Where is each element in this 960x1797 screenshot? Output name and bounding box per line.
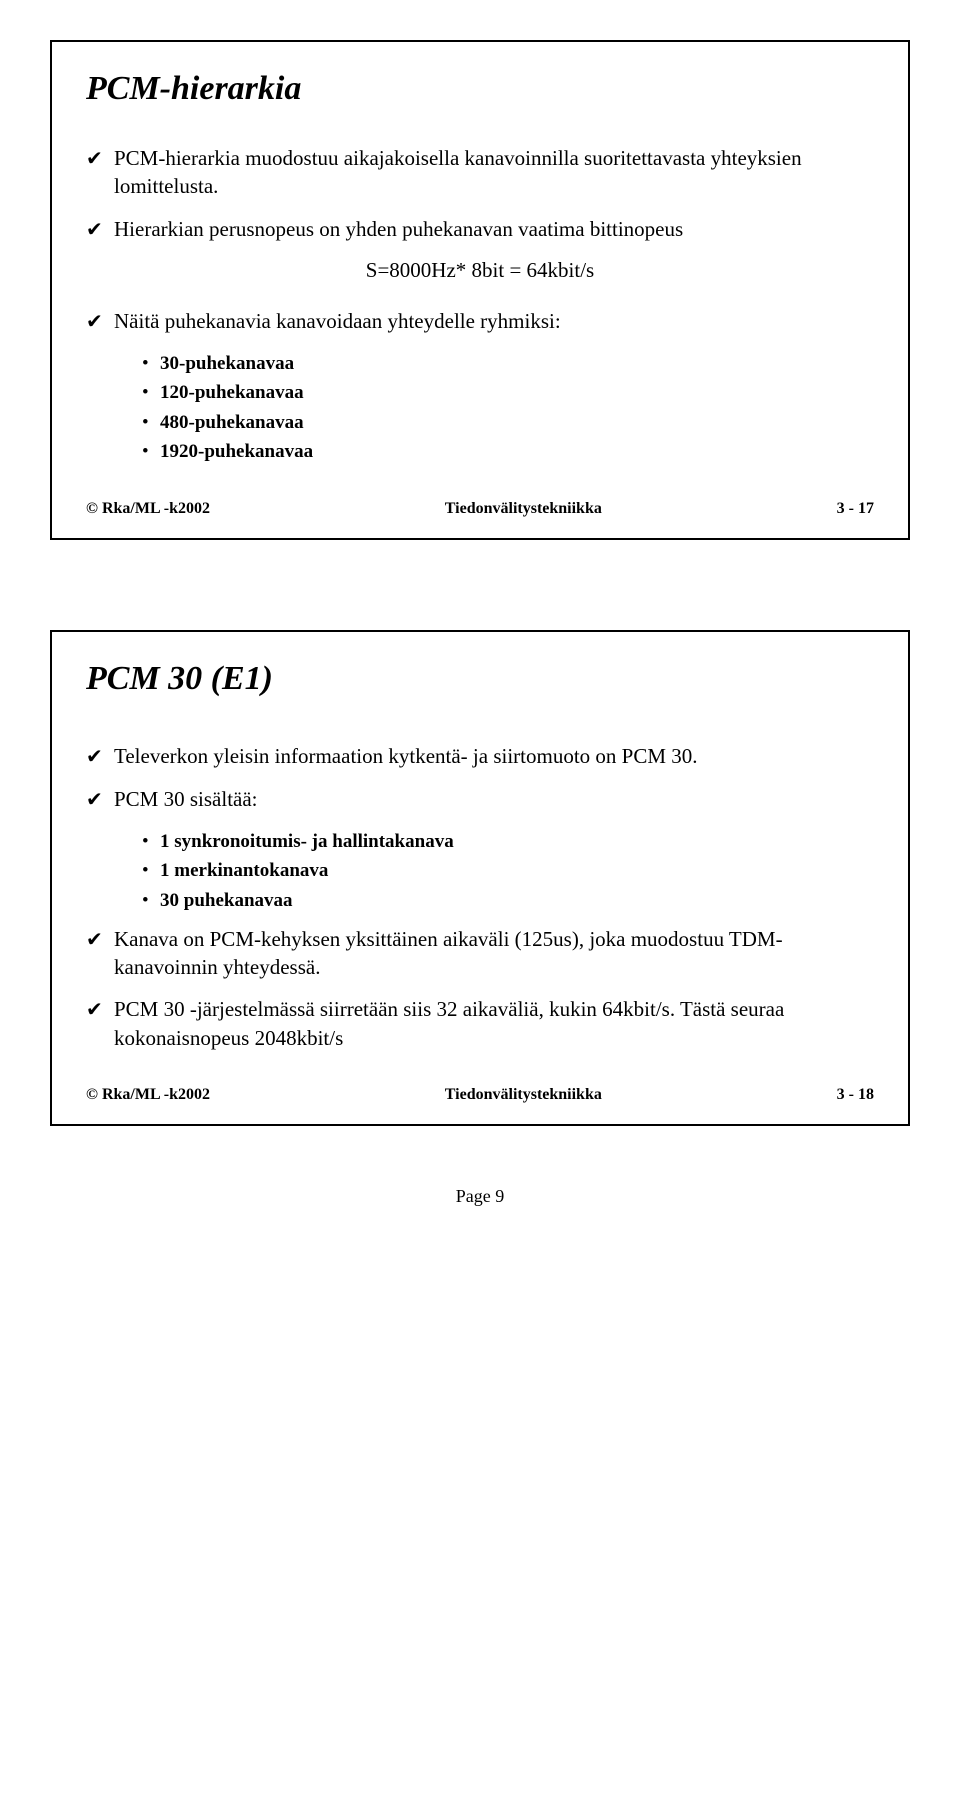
check-icon: ✔ — [86, 215, 114, 244]
list-item: •1920-puhekanavaa — [142, 438, 874, 466]
check-icon: ✔ — [86, 995, 114, 1024]
sub-text: 30-puhekanavaa — [160, 350, 294, 378]
footer-left: © Rka/ML -k2002 — [86, 500, 210, 518]
slide-title: PCM-hierarkia — [86, 70, 874, 108]
sub-text: 480-puhekanavaa — [160, 409, 304, 437]
sub-list: •30-puhekanavaa •120-puhekanavaa •480-pu… — [142, 350, 874, 466]
bullet-dot-icon: • — [142, 887, 160, 915]
check-icon: ✔ — [86, 785, 114, 814]
spacer — [86, 917, 874, 925]
bullet-dot-icon: • — [142, 379, 160, 407]
bullet-dot-icon: • — [142, 857, 160, 885]
slide-pcm-hierarkia: PCM-hierarkia ✔ PCM-hierarkia muodostuu … — [50, 40, 910, 540]
bullet-dot-icon: • — [142, 350, 160, 378]
bullet-item: ✔ PCM-hierarkia muodostuu aikajakoisella… — [86, 144, 874, 201]
bullet-text: PCM 30 -järjestelmässä siirretään siis 3… — [114, 995, 874, 1052]
check-icon: ✔ — [86, 742, 114, 771]
sub-text: 1 synkronoitumis- ja hallintakanava — [160, 828, 454, 856]
sub-text: 1920-puhekanavaa — [160, 438, 313, 466]
spacer — [86, 734, 874, 742]
footer-right: 3 - 17 — [837, 500, 874, 518]
bullet-text: Kanava on PCM-kehyksen yksittäinen aikav… — [114, 925, 874, 982]
sub-text: 30 puhekanavaa — [160, 887, 293, 915]
bullet-text: PCM-hierarkia muodostuu aikajakoisella k… — [114, 144, 874, 201]
bullet-text: Näitä puhekanavia kanavoidaan yhteydelle… — [114, 307, 874, 335]
list-item: •30 puhekanavaa — [142, 887, 874, 915]
bullet-item: ✔ PCM 30 sisältää: — [86, 785, 874, 814]
bullet-dot-icon: • — [142, 409, 160, 437]
slide-footer: © Rka/ML -k2002 Tiedonvälitystekniikka 3… — [86, 1086, 874, 1104]
footer-left: © Rka/ML -k2002 — [86, 1086, 210, 1104]
bullet-item: ✔ Näitä puhekanavia kanavoidaan yhteydel… — [86, 307, 874, 336]
page: PCM-hierarkia ✔ PCM-hierarkia muodostuu … — [0, 40, 960, 1237]
footer-center: Tiedonvälitystekniikka — [210, 1086, 837, 1104]
page-number: Page 9 — [0, 1186, 960, 1237]
bullet-text: PCM 30 sisältää: — [114, 785, 874, 813]
bullet-item: ✔ Televerkon yleisin informaation kytken… — [86, 742, 874, 771]
sub-text: 1 merkinantokanava — [160, 857, 328, 885]
bullet-dot-icon: • — [142, 828, 160, 856]
list-item: •1 merkinantokanava — [142, 857, 874, 885]
check-icon: ✔ — [86, 144, 114, 173]
list-item: •1 synkronoitumis- ja hallintakanava — [142, 828, 874, 856]
bullet-item: ✔ Hierarkian perusnopeus on yhden puheka… — [86, 215, 874, 244]
slide-footer: © Rka/ML -k2002 Tiedonvälitystekniikka 3… — [86, 500, 874, 518]
bullet-text: Televerkon yleisin informaation kytkentä… — [114, 742, 874, 770]
check-icon: ✔ — [86, 307, 114, 336]
bullet-item: ✔ Kanava on PCM-kehyksen yksittäinen aik… — [86, 925, 874, 982]
list-item: •120-puhekanavaa — [142, 379, 874, 407]
slide-title: PCM 30 (E1) — [86, 660, 874, 698]
list-item: •30-puhekanavaa — [142, 350, 874, 378]
footer-right: 3 - 18 — [837, 1086, 874, 1104]
list-item: •480-puhekanavaa — [142, 409, 874, 437]
slide-pcm-30-e1: PCM 30 (E1) ✔ Televerkon yleisin informa… — [50, 630, 910, 1126]
footer-center: Tiedonvälitystekniikka — [210, 500, 837, 518]
bullet-text: Hierarkian perusnopeus on yhden puhekana… — [114, 215, 874, 243]
sub-list: •1 synkronoitumis- ja hallintakanava •1 … — [142, 828, 874, 915]
check-icon: ✔ — [86, 925, 114, 954]
bullet-dot-icon: • — [142, 438, 160, 466]
bullet-item: ✔ PCM 30 -järjestelmässä siirretään siis… — [86, 995, 874, 1052]
formula: S=8000Hz* 8bit = 64kbit/s — [86, 258, 874, 283]
sub-text: 120-puhekanavaa — [160, 379, 304, 407]
